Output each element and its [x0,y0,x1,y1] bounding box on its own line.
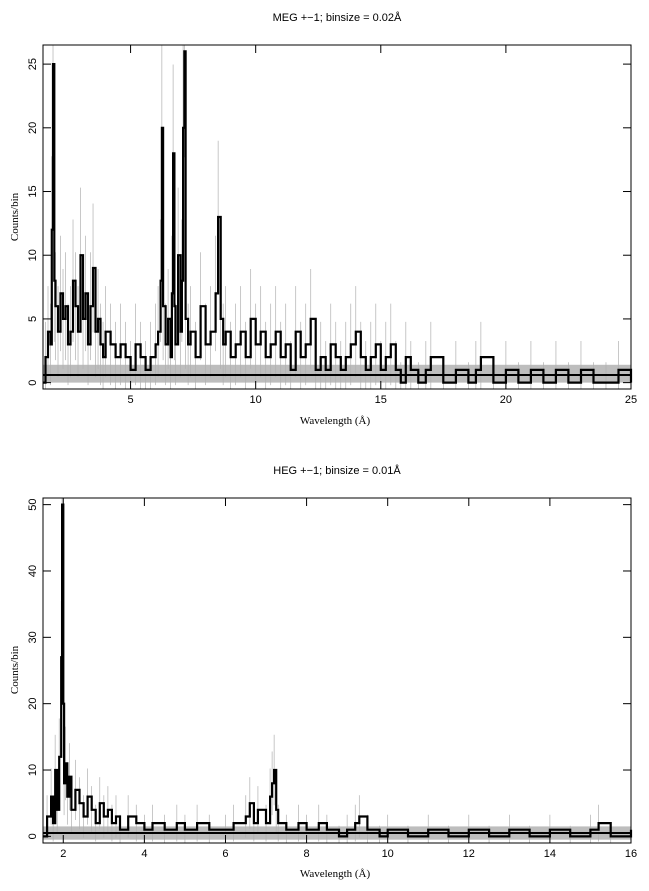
heg-y-tick-label: 20 [27,698,39,710]
heg-x-tick-label: 16 [625,848,637,860]
heg-chart-title: HEG +−1; binsize = 0.01Å [273,464,401,477]
meg-plot-frame [42,44,632,390]
meg-y-axis-label: Counts/bin [9,192,21,241]
meg-y-tick-label: 5 [27,316,39,322]
meg-x-tick-label: 25 [625,394,637,406]
heg-y-tick-label: 50 [27,499,39,511]
meg-x-tick-label: 20 [500,394,512,406]
heg-y-tick-label: 30 [27,631,39,643]
heg-x-tick-label: 4 [141,848,147,860]
heg-error-bars [42,498,632,843]
heg-x-tick-label: 8 [304,848,310,860]
meg-background-band [43,364,631,383]
meg-axes: 5 10 15 20 25 0 5 10 15 20 25 [27,45,637,406]
meg-y-tick-label: 0 [27,380,39,386]
heg-y-tick-label: 40 [27,565,39,577]
meg-chart: MEG +−1; binsize = 0.02Å 5 10 15 20 25 0 5 10 15… [9,11,637,427]
heg-y-tick-label: 10 [27,764,39,776]
heg-x-tick-label: 2 [60,848,66,860]
heg-x-tick-label: 14 [544,848,556,860]
meg-error-bars [42,45,632,389]
heg-axes: 2 4 6 8 10 12 14 16 0 10 20 30 40 50 [27,498,637,860]
heg-y-tick-label: 0 [27,833,39,839]
meg-plot-area [42,45,633,389]
heg-x-tick-label: 10 [382,848,394,860]
meg-x-tick-label: 5 [128,394,134,406]
heg-y-axis-label: Counts/bin [9,645,21,694]
heg-chart: HEG +−1; binsize = 0.01Å 2 4 6 8 10 12 14 16 0 10… [9,464,637,880]
heg-plot-area [42,498,633,843]
meg-x-tick-label: 15 [375,394,387,406]
meg-spectrum-series [43,50,633,384]
heg-plot-frame [42,497,632,844]
meg-y-tick-label: 10 [27,249,39,261]
meg-chart-title: MEG +−1; binsize = 0.02Å [273,11,402,24]
meg-x-axis-label: Wavelength (Å) [300,415,371,427]
heg-x-tick-label: 12 [463,848,475,860]
meg-y-tick-label: 15 [27,185,39,197]
meg-y-tick-label: 20 [27,122,39,134]
heg-x-axis-label: Wavelength (Å) [300,868,371,880]
meg-x-tick-label: 10 [250,394,262,406]
meg-y-tick-label: 25 [27,58,39,70]
heg-x-tick-label: 6 [222,848,228,860]
heg-spectrum-series [43,503,633,838]
